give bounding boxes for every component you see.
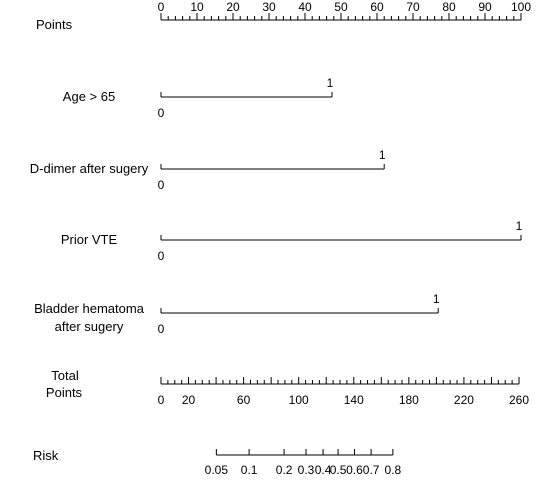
points-tick-label: 80 [442,0,456,14]
total-points-tick-label: 0 [158,393,165,407]
predictor-level-label: 1 [516,219,523,233]
total-points-tick-label: 100 [289,393,309,407]
predictor-level-label: 0 [158,178,165,192]
predictor-label-line: Bladder hematoma [34,301,145,316]
predictor-level-label: 1 [379,148,386,162]
points-tick-label: 70 [406,0,420,14]
total-points-tick-label: 220 [454,393,474,407]
risk-tick-label: 0.8 [385,463,402,477]
total-points-label-line: Points [46,385,83,400]
points-tick-label: 0 [158,0,165,14]
points-tick-label: 20 [226,0,240,14]
points-tick-label: 60 [370,0,384,14]
risk-tick-label: 0.4 [315,463,332,477]
predictor-label-line: after sugery [55,319,124,334]
points-tick-label: 10 [190,0,204,14]
predictor-level-label: 0 [158,322,165,336]
total-points-label-line: Total [51,368,79,383]
predictor-label: D-dimer after sugery [30,161,149,176]
predictor-rows: Age > 65 0 1 D-dimer after sugery 0 1 Prior VT… [30,76,523,336]
risk-axis-label: Risk [33,448,59,463]
total-points-tick-label: 140 [344,393,364,407]
points-tick-label: 40 [298,0,312,14]
risk-tick-label: 0.3 [298,463,315,477]
predictor-level-label: 0 [158,106,165,120]
predictor-label: Age > 65 [63,89,115,104]
risk-tick-label: 0.05 [205,463,229,477]
predictor-level-label: 0 [158,249,165,263]
total-points-tick-label: 260 [509,393,529,407]
risk-tick-label: 0.5 [330,463,347,477]
predictor-label: Prior VTE [61,232,118,247]
points-tick-label: 90 [478,0,492,14]
total-points-axis: Total Points 0 20 60 100 140 180 220 260 [46,368,529,407]
risk-tick-label: 0.1 [241,463,258,477]
points-axis-label: Points [36,17,73,32]
risk-tick-label: 0.7 [363,463,380,477]
points-tick-label: 50 [334,0,348,14]
total-points-tick-label: 20 [182,393,196,407]
predictor-level-label: 1 [433,292,440,306]
risk-tick-label: 0.6 [346,463,363,477]
points-tick-label: 30 [262,0,276,14]
total-points-tick-label: 180 [399,393,419,407]
points-tick-label: 100 [511,0,531,14]
risk-axis: Risk 0.05 0.1 0.2 0.3 0.40.5 0.6 0.7 0.8 [33,448,402,477]
points-axis: Points 0 10 20 30 40 50 60 70 80 90 100 [36,0,531,32]
predictor-level-label: 1 [327,76,334,90]
total-points-tick-label: 60 [237,393,251,407]
risk-tick-label: 0.2 [276,463,293,477]
